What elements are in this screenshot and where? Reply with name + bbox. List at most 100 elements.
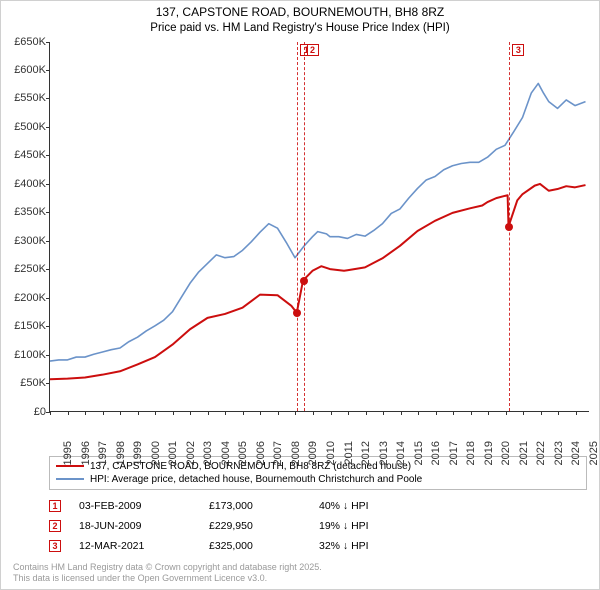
footer-line2: This data is licensed under the Open Gov…: [13, 573, 587, 585]
x-tick-label: 2005: [238, 441, 250, 465]
x-tick-label: 2007: [273, 441, 285, 465]
x-tick-mark: [418, 411, 419, 415]
event-pct: 19% ↓ HPI: [319, 520, 439, 532]
x-tick-label: 2015: [413, 441, 425, 465]
event-dot: [300, 277, 308, 285]
chart-container: 137, CAPSTONE ROAD, BOURNEMOUTH, BH8 8RZ…: [0, 0, 600, 590]
x-tick-mark: [260, 411, 261, 415]
event-dot: [505, 223, 513, 231]
y-tick-label: £550K: [4, 92, 46, 104]
x-tick-label: 2019: [483, 441, 495, 465]
legend-swatch: [56, 478, 84, 480]
x-tick-label: 1999: [132, 441, 144, 465]
x-tick-label: 2010: [325, 441, 337, 465]
x-tick-label: 1995: [62, 441, 74, 465]
x-tick-mark: [225, 411, 226, 415]
x-tick-mark: [331, 411, 332, 415]
x-tick-mark: [173, 411, 174, 415]
x-tick-label: 2024: [571, 441, 583, 465]
x-tick-mark: [558, 411, 559, 415]
x-tick-label: 2008: [290, 441, 302, 465]
event-marker: 3: [512, 44, 524, 56]
x-tick-mark: [120, 411, 121, 415]
x-tick-mark: [68, 411, 69, 415]
x-tick-label: 2001: [167, 441, 179, 465]
x-tick-label: 2021: [518, 441, 530, 465]
event-date: 18-JUN-2009: [79, 520, 209, 532]
event-row: 2 18-JUN-2009£229,95019% ↓ HPI: [49, 516, 587, 536]
x-tick-label: 2012: [360, 441, 372, 465]
event-vline: [304, 42, 305, 411]
event-date: 12-MAR-2021: [79, 540, 209, 552]
x-tick-mark: [383, 411, 384, 415]
x-tick-mark: [50, 411, 51, 415]
y-tick-label: £300K: [4, 235, 46, 247]
y-tick-label: £0: [4, 406, 46, 418]
x-tick-mark: [366, 411, 367, 415]
event-dot: [293, 309, 301, 317]
y-tick-label: £350K: [4, 206, 46, 218]
y-tick-mark: [46, 383, 50, 384]
y-tick-mark: [46, 326, 50, 327]
y-tick-mark: [46, 241, 50, 242]
x-tick-mark: [155, 411, 156, 415]
footer-line1: Contains HM Land Registry data © Crown c…: [13, 562, 587, 574]
x-tick-mark: [348, 411, 349, 415]
x-tick-mark: [471, 411, 472, 415]
y-tick-mark: [46, 184, 50, 185]
x-tick-mark: [436, 411, 437, 415]
legend-label: HPI: Average price, detached house, Bour…: [90, 474, 422, 485]
x-tick-label: 2006: [255, 441, 267, 465]
event-number-box: 1: [49, 500, 61, 512]
x-tick-mark: [488, 411, 489, 415]
x-tick-label: 1998: [115, 441, 127, 465]
title-line1: 137, CAPSTONE ROAD, BOURNEMOUTH, BH8 8RZ: [1, 5, 599, 21]
x-tick-mark: [278, 411, 279, 415]
chart-area: £0£50K£100K£150K£200K£250K£300K£350K£400…: [49, 42, 589, 412]
x-tick-label: 2009: [308, 441, 320, 465]
x-tick-mark: [576, 411, 577, 415]
x-tick-label: 2016: [430, 441, 442, 465]
y-tick-label: £500K: [4, 121, 46, 133]
x-tick-label: 2018: [465, 441, 477, 465]
x-tick-label: 2023: [553, 441, 565, 465]
x-tick-label: 2020: [501, 441, 513, 465]
y-tick-mark: [46, 355, 50, 356]
event-row: 312-MAR-2021£325,00032% ↓ HPI: [49, 536, 587, 556]
title-block: 137, CAPSTONE ROAD, BOURNEMOUTH, BH8 8RZ…: [1, 1, 599, 38]
x-tick-mark: [85, 411, 86, 415]
y-tick-mark: [46, 298, 50, 299]
y-tick-mark: [46, 70, 50, 71]
x-tick-label: 2013: [378, 441, 390, 465]
y-tick-mark: [46, 212, 50, 213]
event-price: £229,950: [209, 520, 319, 532]
event-number-box: 2: [49, 520, 61, 532]
x-tick-mark: [138, 411, 139, 415]
x-tick-mark: [523, 411, 524, 415]
y-tick-label: £600K: [4, 64, 46, 76]
y-tick-label: £450K: [4, 149, 46, 161]
x-tick-label: 2022: [536, 441, 548, 465]
event-pct: 40% ↓ HPI: [319, 500, 439, 512]
x-tick-label: 2014: [395, 441, 407, 465]
y-tick-mark: [46, 127, 50, 128]
event-vline: [297, 42, 298, 411]
x-tick-mark: [401, 411, 402, 415]
x-tick-mark: [453, 411, 454, 415]
x-tick-label: 2011: [342, 441, 354, 465]
event-number-box: 3: [49, 540, 61, 552]
y-tick-mark: [46, 98, 50, 99]
y-tick-mark: [46, 155, 50, 156]
legend-row: HPI: Average price, detached house, Bour…: [56, 473, 580, 486]
event-pct: 32% ↓ HPI: [319, 540, 439, 552]
x-tick-mark: [313, 411, 314, 415]
event-date: 03-FEB-2009: [79, 500, 209, 512]
x-tick-mark: [295, 411, 296, 415]
x-tick-mark: [541, 411, 542, 415]
x-tick-mark: [506, 411, 507, 415]
x-tick-label: 2003: [202, 441, 214, 465]
title-line2: Price paid vs. HM Land Registry's House …: [1, 21, 599, 36]
x-tick-mark: [190, 411, 191, 415]
y-tick-label: £50K: [4, 377, 46, 389]
y-tick-label: £400K: [4, 178, 46, 190]
